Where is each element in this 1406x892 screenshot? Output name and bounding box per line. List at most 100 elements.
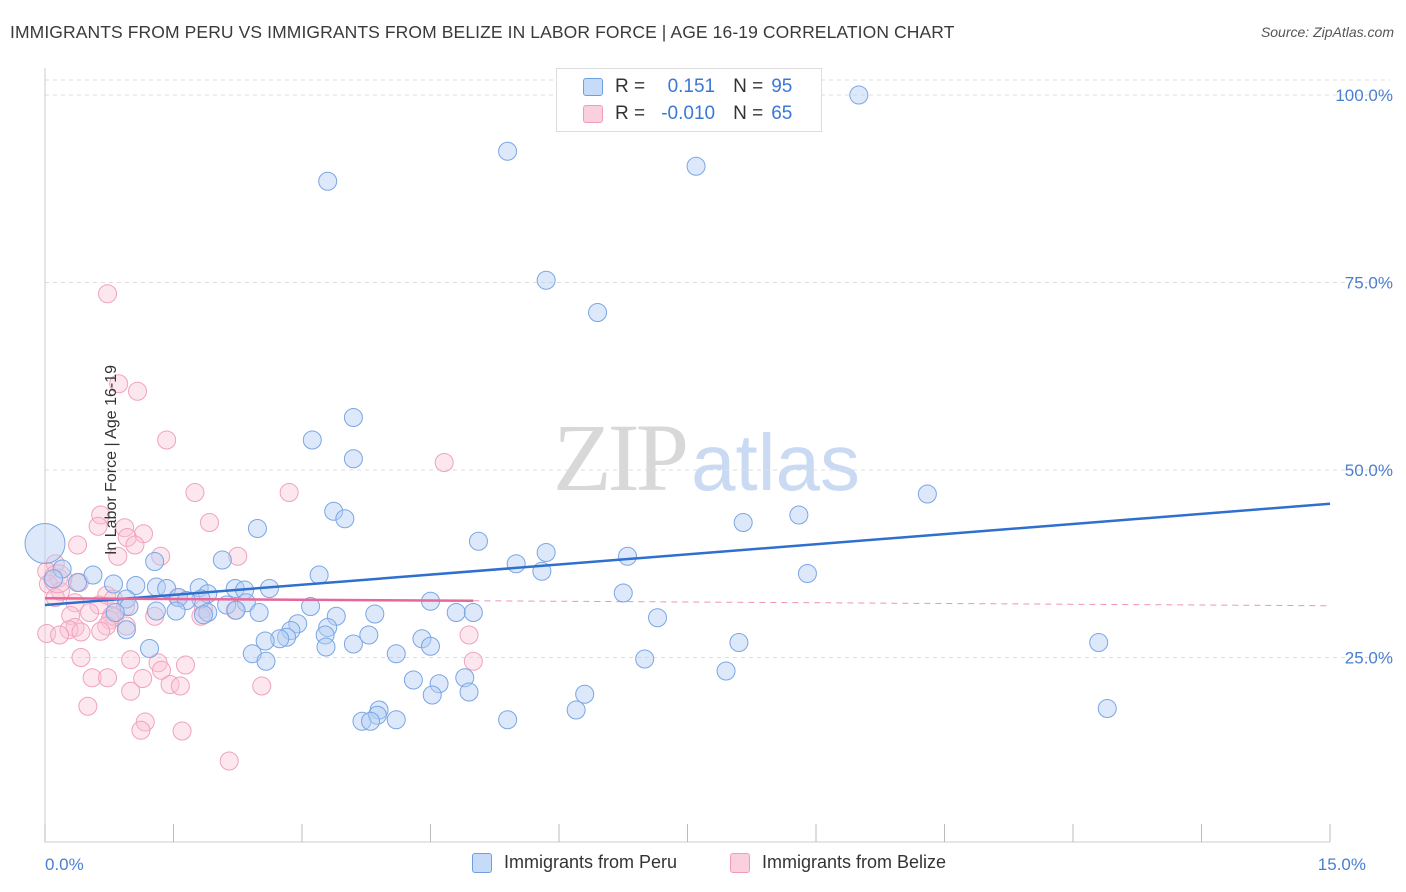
belize-trend-line	[44, 597, 474, 602]
peru-point	[302, 430, 322, 450]
belize-point	[97, 616, 117, 636]
peru-point	[176, 591, 196, 610]
belize-point	[252, 676, 272, 696]
belize-point	[61, 606, 81, 625]
belize-point	[43, 564, 73, 594]
belize-point	[121, 650, 141, 670]
belize-point	[80, 603, 100, 622]
belize-point	[160, 675, 180, 694]
y-tick-label-50: 50.0%	[1345, 461, 1393, 480]
peru-swatch	[583, 78, 603, 96]
peru-point	[635, 649, 655, 669]
belize-point	[91, 621, 111, 641]
belize-point	[133, 669, 153, 688]
belize-point	[59, 620, 79, 640]
x-tick-label-0: 0.0%	[45, 855, 84, 874]
trend-lines	[44, 502, 1331, 607]
belize-trend-extension	[473, 600, 1331, 607]
peru-point	[255, 631, 275, 651]
belize-point	[185, 483, 205, 502]
belize-point	[152, 660, 172, 680]
belize-point	[228, 546, 248, 566]
peru-point	[249, 603, 269, 622]
peru-point	[256, 651, 276, 671]
belize-point	[279, 483, 299, 502]
belize-point	[71, 648, 91, 667]
legend-peru-swatch	[472, 852, 492, 873]
belize-point	[109, 374, 129, 394]
peru-point	[463, 603, 483, 622]
watermark-zip: ZIP	[553, 404, 689, 511]
belize-point	[459, 625, 479, 645]
peru-point	[429, 674, 449, 694]
belize-point	[219, 751, 239, 771]
peru-point	[212, 550, 232, 570]
belize-points	[37, 284, 483, 771]
peru-point	[686, 156, 706, 176]
peru-point	[498, 710, 518, 730]
peru-point	[247, 519, 267, 538]
peru-point	[789, 505, 809, 525]
peru-trend-line	[44, 502, 1331, 607]
belize-n-label: N =	[733, 103, 764, 124]
y-tick-label-100: 100.0%	[1335, 86, 1393, 105]
belize-point	[199, 513, 219, 532]
belize-point	[91, 505, 111, 525]
belize-point	[175, 655, 195, 675]
stats-legend: R = 0.151 N = 95 R = -0.010 N = 65	[556, 68, 822, 132]
peru-point	[588, 303, 608, 322]
peru-point	[618, 546, 638, 566]
tick-labels: 25.0% 50.0% 75.0% 100.0% 0.0% 15.0%	[45, 86, 1393, 874]
peru-point	[446, 603, 466, 622]
watermark: ZIPatlas	[553, 402, 860, 513]
peru-point	[1089, 633, 1109, 652]
belize-point	[121, 681, 141, 701]
belize-point	[434, 453, 454, 472]
peru-point	[468, 531, 488, 551]
peru-point	[506, 554, 526, 574]
peru-point	[288, 614, 308, 634]
legend-item-peru: Immigrants from Peru	[472, 852, 677, 873]
peru-point	[459, 682, 479, 702]
peru-point	[716, 661, 736, 681]
peru-point	[613, 583, 633, 603]
peru-point	[566, 700, 586, 720]
belize-r-label: R =	[615, 103, 646, 124]
peru-point	[116, 620, 136, 640]
belize-point	[463, 651, 483, 671]
peru-point	[324, 501, 344, 521]
peru-point	[536, 543, 556, 562]
belize-point	[151, 546, 171, 566]
belize-point	[125, 535, 145, 555]
peru-point	[729, 633, 749, 652]
peru-point	[733, 513, 753, 532]
belize-point	[98, 668, 118, 688]
source-label: Source: ZipAtlas.com	[1260, 24, 1394, 40]
legend-item-belize: Immigrants from Belize	[730, 852, 946, 873]
peru-point	[498, 141, 518, 161]
peru-point	[849, 85, 869, 105]
peru-point	[422, 685, 442, 705]
series-legend: Immigrants from Peru Immigrants from Bel…	[0, 852, 1406, 878]
peru-point	[343, 449, 363, 469]
peru-point	[316, 637, 336, 657]
belize-point	[172, 721, 192, 741]
peru-point	[386, 644, 406, 664]
peru-point	[797, 564, 817, 583]
x-tick-label-15: 15.0%	[1318, 855, 1366, 874]
peru-point	[361, 711, 381, 731]
peru-points	[24, 85, 1117, 731]
legend-peru-label: Immigrants from Peru	[504, 852, 678, 872]
peru-point	[365, 604, 385, 624]
belize-n-value: 65	[771, 103, 793, 124]
peru-point	[104, 574, 124, 594]
peru-point	[166, 601, 186, 621]
belize-swatch	[583, 105, 603, 123]
y-axis-label: In Labor Force | Age 16-19	[103, 364, 121, 556]
peru-point	[24, 523, 66, 564]
belize-point	[157, 430, 177, 450]
belize-point	[68, 535, 88, 555]
peru-r-value: 0.151	[667, 76, 716, 97]
peru-point	[309, 565, 329, 585]
